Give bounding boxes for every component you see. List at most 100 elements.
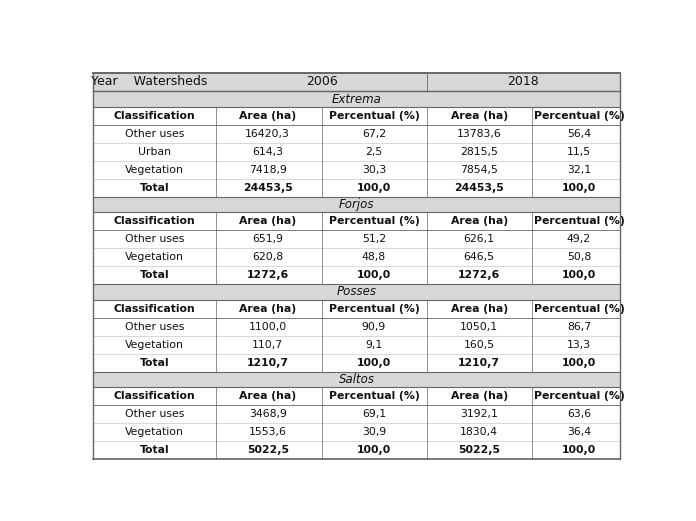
Text: 90,9: 90,9	[362, 321, 386, 331]
Text: Percentual (%): Percentual (%)	[534, 111, 624, 121]
Text: 5022,5: 5022,5	[458, 445, 500, 455]
Text: 651,9: 651,9	[252, 234, 283, 244]
Text: 614,3: 614,3	[252, 147, 283, 157]
Text: 30,3: 30,3	[362, 165, 386, 175]
Text: 67,2: 67,2	[362, 129, 386, 139]
Text: Area (ha): Area (ha)	[239, 304, 296, 314]
Bar	[93, 230, 620, 248]
Text: 86,7: 86,7	[567, 321, 591, 331]
Text: Other uses: Other uses	[125, 129, 184, 139]
Text: Percentual (%): Percentual (%)	[329, 304, 419, 314]
Text: Vegetation: Vegetation	[125, 252, 184, 262]
Bar	[93, 336, 620, 354]
Bar	[93, 405, 620, 423]
Text: Forjos: Forjos	[339, 198, 374, 211]
Bar	[93, 423, 620, 441]
Text: 626,1: 626,1	[464, 234, 495, 244]
Text: 3468,9: 3468,9	[248, 409, 287, 419]
Bar	[93, 179, 620, 197]
Text: 7854,5: 7854,5	[460, 165, 498, 175]
Bar	[93, 354, 620, 371]
Text: 2018: 2018	[507, 76, 539, 89]
Text: Urban: Urban	[138, 147, 171, 157]
Bar	[93, 284, 620, 300]
Text: 1210,7: 1210,7	[246, 357, 289, 367]
Text: Posses: Posses	[337, 286, 377, 299]
Text: Percentual (%): Percentual (%)	[329, 111, 419, 121]
Text: Total: Total	[140, 445, 169, 455]
Text: 100,0: 100,0	[357, 183, 391, 193]
Bar	[93, 72, 620, 91]
Text: Classification: Classification	[113, 391, 196, 401]
Text: Vegetation: Vegetation	[125, 427, 184, 437]
Bar	[93, 318, 620, 336]
Text: 100,0: 100,0	[562, 445, 596, 455]
Text: 620,8: 620,8	[252, 252, 283, 262]
Text: 160,5: 160,5	[464, 340, 495, 350]
Bar	[93, 387, 620, 405]
Text: Area (ha): Area (ha)	[450, 111, 507, 121]
Text: 1100,0: 1100,0	[248, 321, 287, 331]
Text: Year    Watersheds: Year Watersheds	[91, 76, 207, 89]
Text: 1553,6: 1553,6	[248, 427, 287, 437]
Text: Classification: Classification	[113, 111, 196, 121]
Bar	[93, 197, 620, 212]
Text: 63,6: 63,6	[567, 409, 591, 419]
Text: 13783,6: 13783,6	[457, 129, 502, 139]
Text: Classification: Classification	[113, 304, 196, 314]
Bar	[93, 161, 620, 179]
Text: 100,0: 100,0	[357, 270, 391, 280]
Text: 100,0: 100,0	[562, 183, 596, 193]
Bar	[93, 91, 620, 107]
Text: 32,1: 32,1	[567, 165, 591, 175]
Text: 1272,6: 1272,6	[458, 270, 500, 280]
Text: 13,3: 13,3	[567, 340, 591, 350]
Text: 51,2: 51,2	[362, 234, 386, 244]
Text: 2815,5: 2815,5	[460, 147, 498, 157]
Text: Area (ha): Area (ha)	[450, 216, 507, 226]
Text: Vegetation: Vegetation	[125, 340, 184, 350]
Text: 1050,1: 1050,1	[460, 321, 498, 331]
Text: Percentual (%): Percentual (%)	[534, 391, 624, 401]
Text: 50,8: 50,8	[567, 252, 591, 262]
Text: 100,0: 100,0	[357, 357, 391, 367]
Bar	[93, 143, 620, 161]
Text: 24453,5: 24453,5	[243, 183, 292, 193]
Bar	[93, 212, 620, 230]
Text: 3192,1: 3192,1	[460, 409, 498, 419]
Text: 11,5: 11,5	[567, 147, 591, 157]
Text: 24453,5: 24453,5	[454, 183, 504, 193]
Text: Area (ha): Area (ha)	[239, 391, 296, 401]
Bar	[93, 125, 620, 143]
Text: Classification: Classification	[113, 216, 196, 226]
Bar	[93, 300, 620, 318]
Bar	[93, 441, 620, 459]
Text: 36,4: 36,4	[567, 427, 591, 437]
Bar	[93, 248, 620, 266]
Text: Other uses: Other uses	[125, 321, 184, 331]
Text: 1210,7: 1210,7	[458, 357, 500, 367]
Bar	[93, 371, 620, 387]
Text: 100,0: 100,0	[562, 357, 596, 367]
Text: Other uses: Other uses	[125, 234, 184, 244]
Text: Area (ha): Area (ha)	[239, 216, 296, 226]
Text: 1272,6: 1272,6	[246, 270, 289, 280]
Text: 1830,4: 1830,4	[460, 427, 498, 437]
Text: 110,7: 110,7	[252, 340, 283, 350]
Text: 48,8: 48,8	[362, 252, 386, 262]
Text: 100,0: 100,0	[357, 445, 391, 455]
Text: Area (ha): Area (ha)	[450, 391, 507, 401]
Text: Other uses: Other uses	[125, 409, 184, 419]
Text: Area (ha): Area (ha)	[450, 304, 507, 314]
Text: 49,2: 49,2	[567, 234, 591, 244]
Text: 100,0: 100,0	[562, 270, 596, 280]
Text: 2,5: 2,5	[365, 147, 383, 157]
Text: 9,1: 9,1	[365, 340, 383, 350]
Text: Percentual (%): Percentual (%)	[534, 304, 624, 314]
Text: Percentual (%): Percentual (%)	[329, 391, 419, 401]
Text: Total: Total	[140, 270, 169, 280]
Text: 30,9: 30,9	[362, 427, 386, 437]
Text: Vegetation: Vegetation	[125, 165, 184, 175]
Text: Percentual (%): Percentual (%)	[329, 216, 419, 226]
Bar	[93, 266, 620, 284]
